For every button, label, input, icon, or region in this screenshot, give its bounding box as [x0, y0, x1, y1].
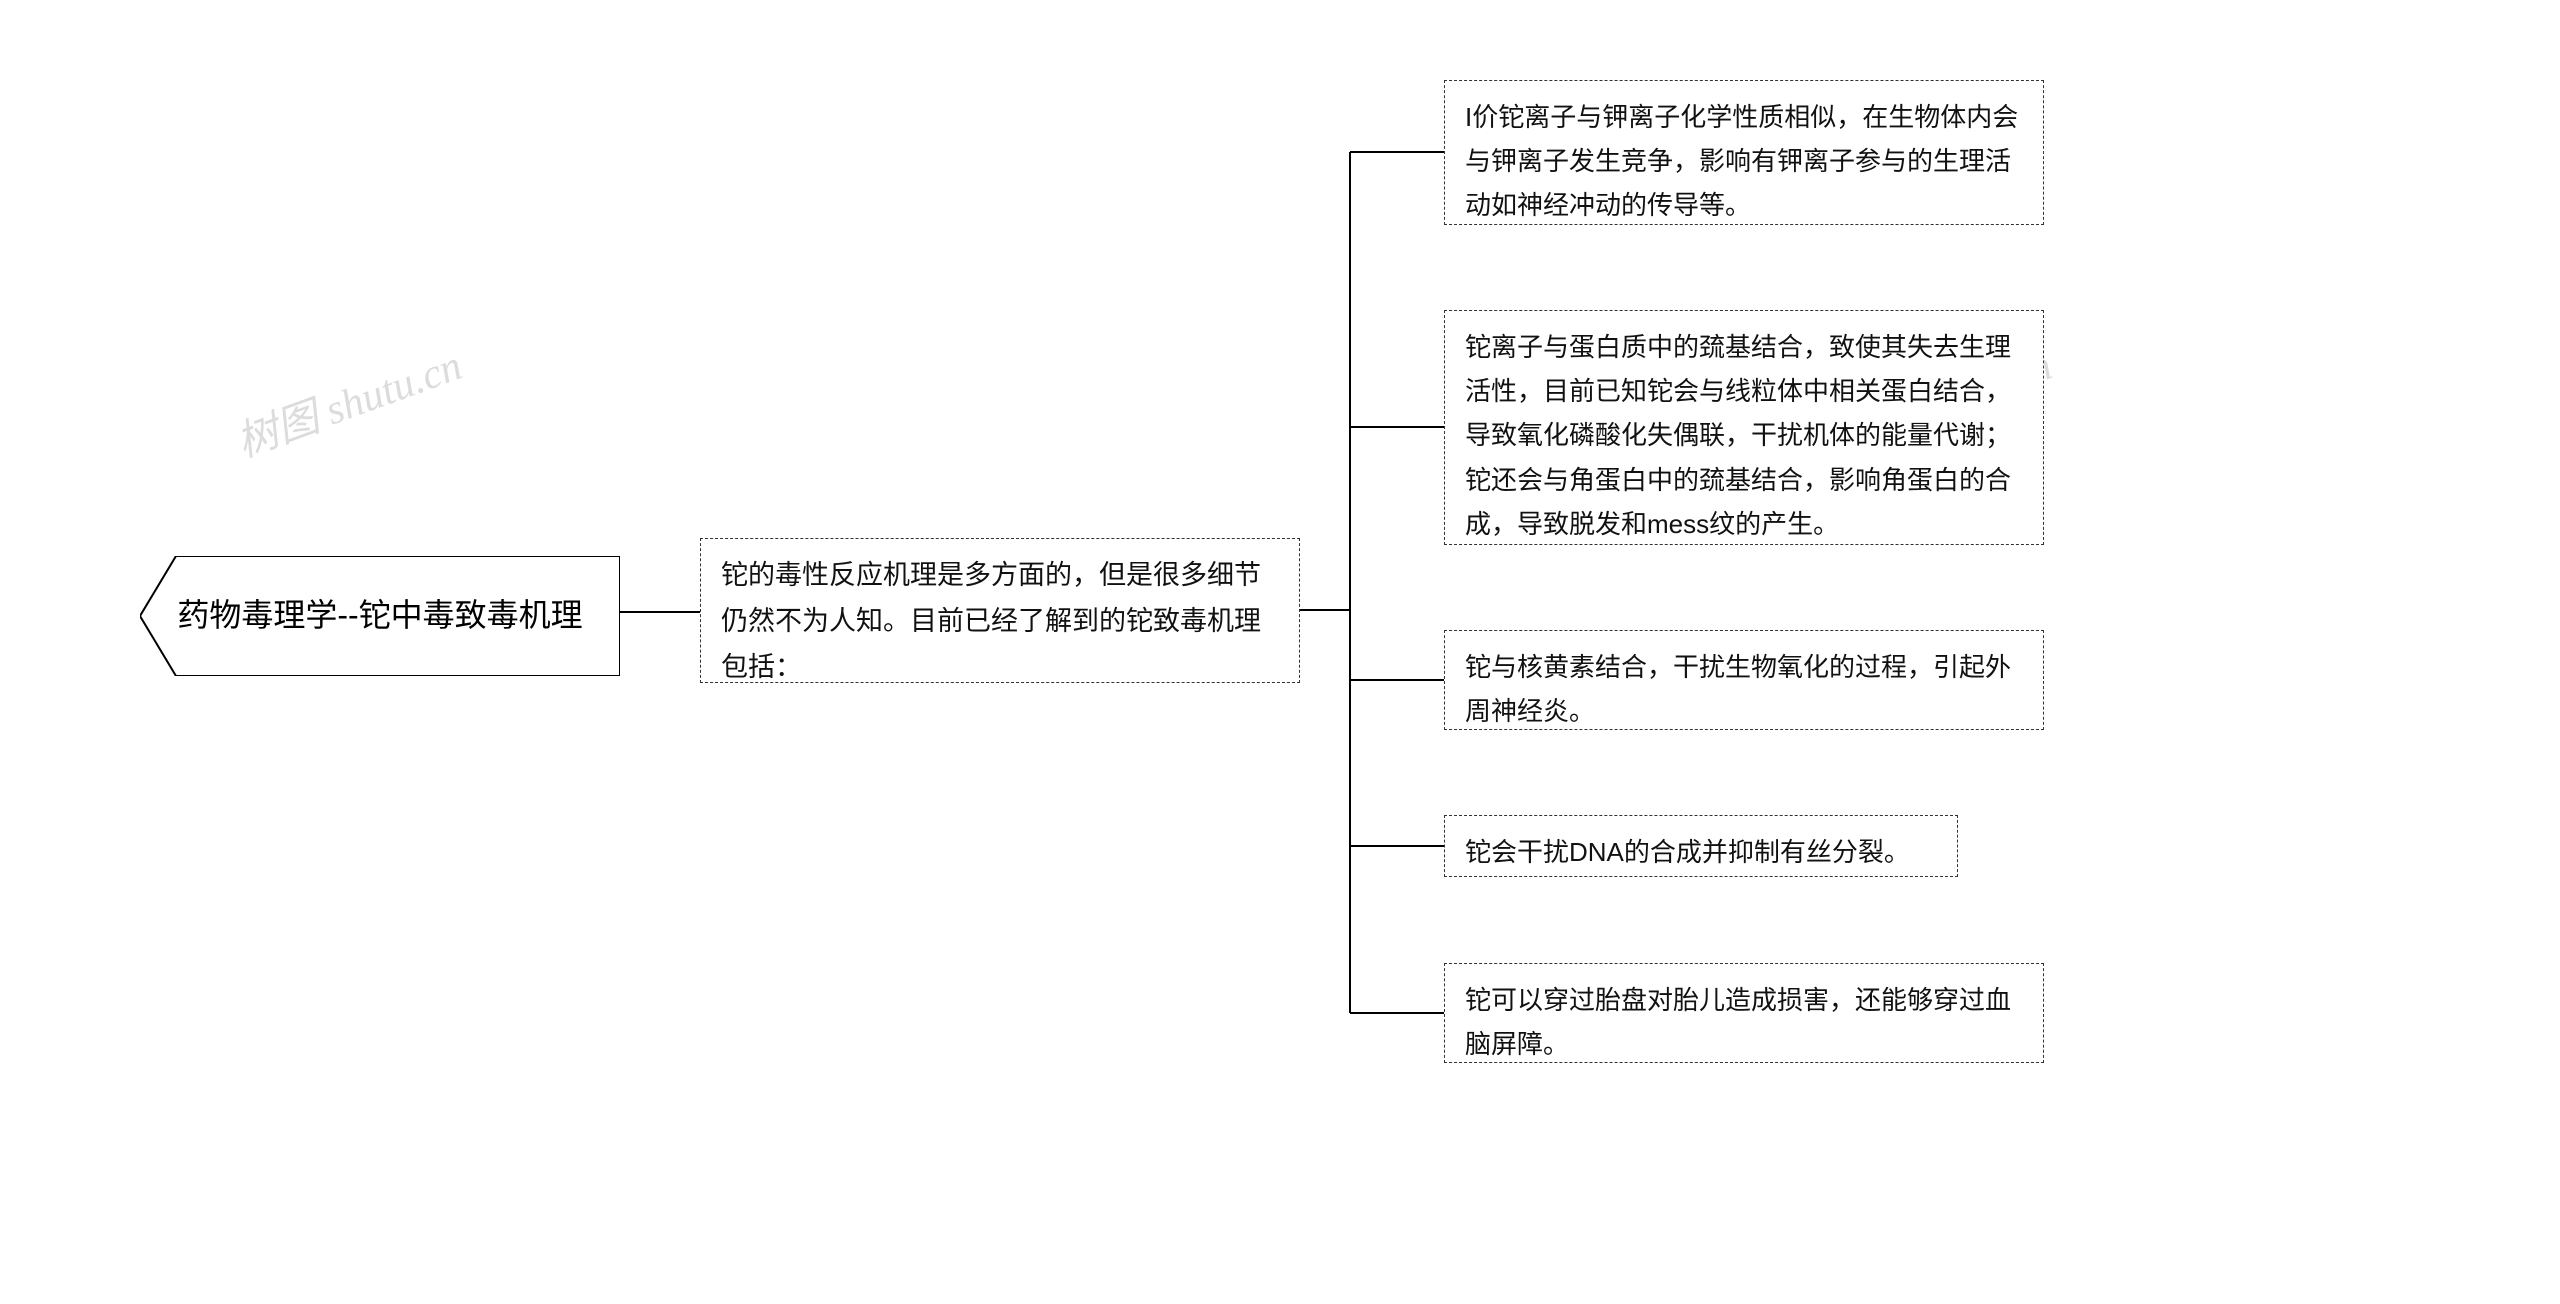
watermark: 树图 shutu.cn [227, 332, 469, 470]
leaf-label: 铊会干扰DNA的合成并抑制有丝分裂。 [1465, 837, 1910, 867]
leaf-node-0: I价铊离子与钾离子化学性质相似，在生物体内会与钾离子发生竞争，影响有钾离子参与的… [1444, 80, 2044, 225]
leaf-label: 铊离子与蛋白质中的巯基结合，致使其失去生理活性，目前已知铊会与线粒体中相关蛋白结… [1465, 332, 2011, 539]
leaf-label: 铊可以穿过胎盘对胎儿造成损害，还能够穿过血脑屏障。 [1465, 985, 2011, 1059]
root-node: 药物毒理学--铊中毒致毒机理 [140, 556, 620, 676]
root-label: 药物毒理学--铊中毒致毒机理 [177, 590, 582, 641]
level1-label: 铊的毒性反应机理是多方面的，但是很多细节仍然不为人知。目前已经了解到的铊致毒机理… [721, 560, 1261, 682]
leaf-node-2: 铊与核黄素结合，干扰生物氧化的过程，引起外周神经炎。 [1444, 630, 2044, 730]
level1-node: 铊的毒性反应机理是多方面的，但是很多细节仍然不为人知。目前已经了解到的铊致毒机理… [700, 538, 1300, 683]
leaf-node-4: 铊可以穿过胎盘对胎儿造成损害，还能够穿过血脑屏障。 [1444, 963, 2044, 1063]
leaf-label: 铊与核黄素结合，干扰生物氧化的过程，引起外周神经炎。 [1465, 652, 2011, 726]
connector-root-l1 [620, 610, 700, 614]
leaf-node-1: 铊离子与蛋白质中的巯基结合，致使其失去生理活性，目前已知铊会与线粒体中相关蛋白结… [1444, 310, 2044, 545]
leaf-node-3: 铊会干扰DNA的合成并抑制有丝分裂。 [1444, 815, 1958, 877]
leaf-label: I价铊离子与钾离子化学性质相似，在生物体内会与钾离子发生竞争，影响有钾离子参与的… [1465, 102, 2018, 220]
connector-l1-leaves [1300, 80, 1444, 1070]
